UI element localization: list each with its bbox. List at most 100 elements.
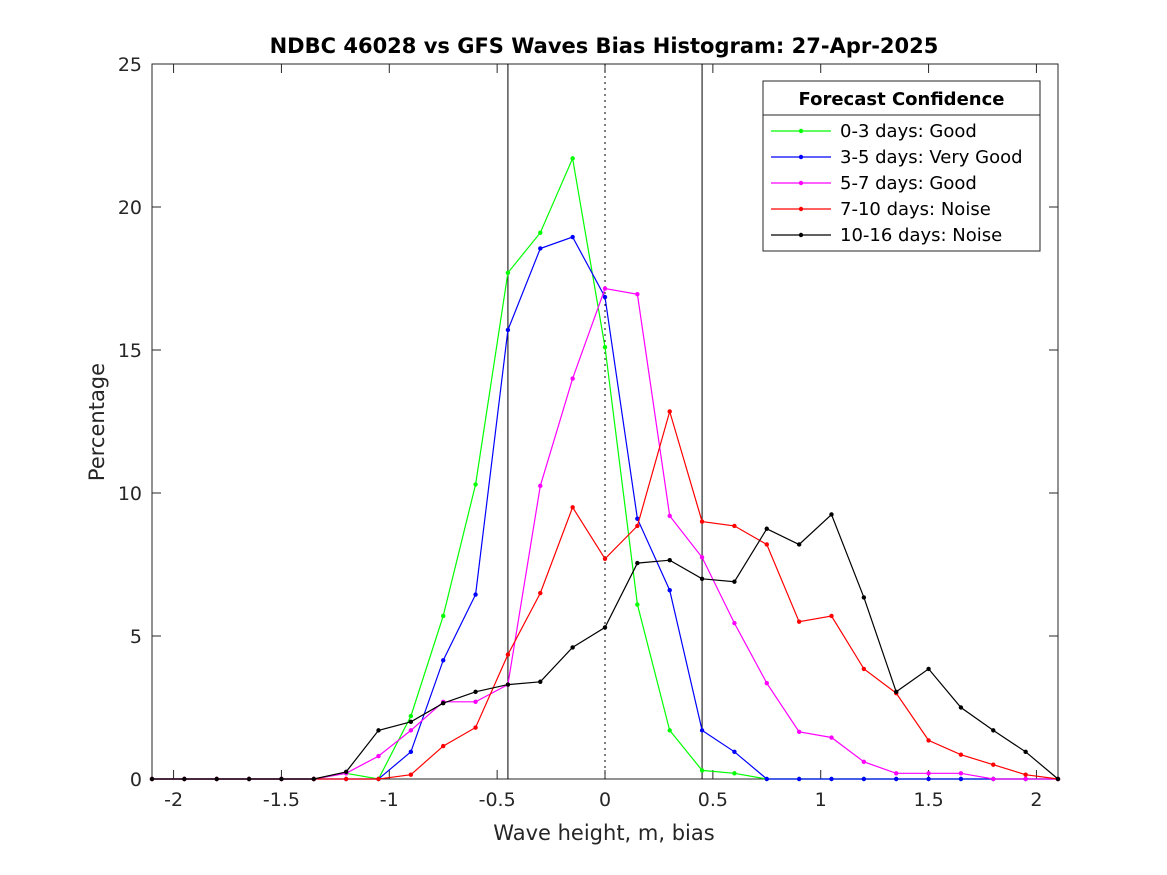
data-point [958, 705, 964, 710]
data-point [538, 590, 543, 596]
data-point [699, 576, 705, 581]
x-tick-label: 1 [815, 789, 827, 811]
data-point [214, 776, 219, 782]
data-point [602, 286, 608, 291]
data-point [635, 560, 640, 566]
data-point [796, 619, 802, 624]
data-point [764, 542, 769, 547]
x-tick-label: 0 [599, 789, 611, 811]
data-point [441, 701, 446, 706]
data-point [732, 620, 737, 626]
legend-swatch-marker [798, 206, 804, 212]
data-point [1055, 776, 1061, 782]
data-point [732, 749, 737, 755]
data-point [441, 743, 446, 749]
data-point [667, 728, 672, 733]
data-point [408, 713, 414, 719]
legend-entry-label: 3-5 days: Very Good [840, 147, 1023, 168]
data-point [667, 558, 672, 563]
data-point [667, 588, 672, 593]
data-point [570, 505, 575, 510]
data-point [894, 689, 899, 694]
data-point [538, 230, 543, 235]
legend-swatch-marker [798, 128, 804, 134]
data-point [1023, 749, 1028, 755]
data-point [602, 294, 608, 300]
data-point [764, 526, 769, 531]
data-point [149, 776, 155, 782]
x-tick-label: -1 [380, 789, 399, 811]
y-tick-label: 25 [118, 54, 142, 76]
data-point [408, 749, 414, 755]
data-point [1023, 772, 1028, 777]
data-point [764, 776, 769, 782]
data-point [894, 776, 899, 782]
data-point [279, 776, 284, 782]
data-point [473, 725, 478, 730]
data-point [764, 680, 769, 686]
data-point [699, 519, 705, 524]
data-point [829, 512, 834, 517]
data-point [376, 776, 381, 782]
data-point [635, 292, 640, 297]
data-point [602, 556, 608, 561]
y-tick-label: 0 [130, 769, 142, 791]
data-point [505, 682, 511, 687]
data-point [829, 735, 834, 740]
data-point [958, 776, 964, 782]
data-point [570, 156, 575, 161]
data-point [408, 728, 414, 733]
data-point [991, 776, 996, 782]
data-point [408, 772, 414, 777]
data-point [602, 625, 608, 630]
data-point [635, 602, 640, 607]
data-point [343, 769, 349, 775]
y-tick-label: 15 [118, 340, 142, 362]
data-point [376, 753, 381, 759]
data-point [926, 771, 931, 776]
legend-title: Forecast Confidence [799, 89, 1005, 110]
legend-swatch-marker [798, 154, 804, 160]
y-tick-label: 20 [118, 197, 142, 219]
data-point [311, 776, 316, 782]
legend-entry-label: 7-10 days: Noise [840, 199, 991, 220]
data-point [473, 592, 478, 597]
legend: Forecast Confidence 0-3 days: Good 3-5 day… [762, 80, 1041, 252]
data-point [246, 776, 252, 782]
data-point [796, 729, 802, 735]
data-point [991, 762, 996, 767]
data-point [926, 776, 931, 782]
data-point [667, 513, 672, 519]
data-point [861, 759, 867, 765]
data-point [473, 699, 478, 704]
data-point [796, 542, 802, 547]
y-tick-label: 5 [130, 626, 142, 648]
data-point [473, 689, 478, 694]
data-point [958, 752, 964, 757]
data-point [505, 270, 511, 275]
data-point [343, 776, 349, 782]
data-point [505, 327, 511, 333]
x-tick-label: 2 [1030, 789, 1042, 811]
data-point [538, 246, 543, 251]
data-point [861, 666, 867, 672]
data-point [505, 652, 511, 657]
data-point [796, 776, 802, 782]
data-point [861, 776, 867, 782]
legend-entry-label: 0-3 days: Good [840, 121, 977, 142]
data-point [926, 666, 931, 672]
x-tick-label: 1.5 [913, 789, 943, 811]
data-point [570, 376, 575, 381]
data-point [926, 738, 931, 743]
data-point [829, 776, 834, 782]
data-point [732, 523, 737, 529]
data-point [699, 768, 705, 773]
data-point [635, 516, 640, 521]
data-point [958, 771, 964, 776]
data-point [182, 776, 187, 782]
data-point [538, 483, 543, 489]
x-tick-label: -0.5 [479, 789, 516, 811]
data-point [991, 728, 996, 733]
data-point [635, 523, 640, 529]
data-point [1023, 776, 1028, 782]
